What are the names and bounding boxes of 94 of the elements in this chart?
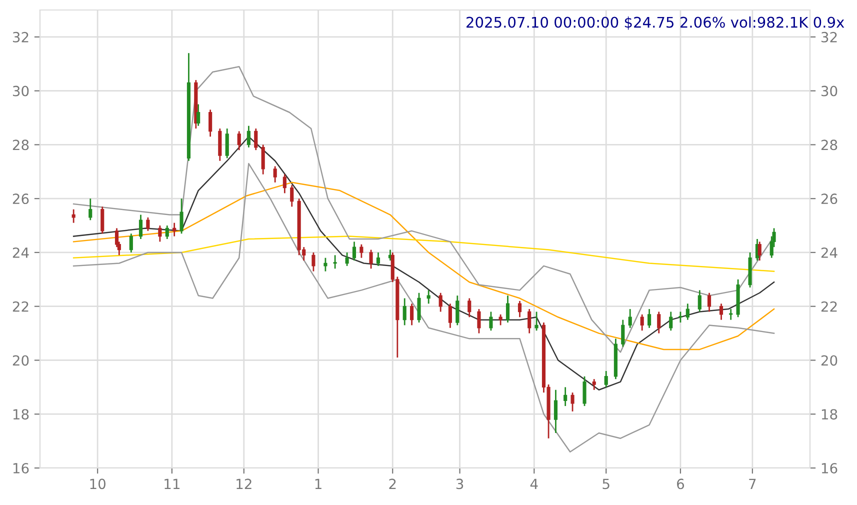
candlestick <box>165 224 169 240</box>
candlestick <box>647 308 652 329</box>
candlestick <box>345 252 349 267</box>
candlestick <box>88 198 92 221</box>
candlestick <box>456 294 460 326</box>
y2-tick-label: 16 <box>822 462 838 474</box>
y-tick-label: 22 <box>12 301 28 312</box>
candlestick <box>426 289 430 304</box>
candlestick <box>592 378 596 391</box>
candlestick <box>402 298 406 326</box>
y2-tick-label: 18 <box>822 409 838 420</box>
x-tick-label: 7 <box>749 478 756 489</box>
candlestick <box>208 108 212 138</box>
candlestick <box>678 311 682 324</box>
candlestick <box>129 232 133 254</box>
candlestick <box>477 308 481 334</box>
candlestick <box>360 244 364 259</box>
candlestick <box>719 302 724 321</box>
y2-tick-label: 20 <box>821 355 838 366</box>
candlestick <box>570 392 574 412</box>
candlestick <box>640 314 644 332</box>
candlestick <box>698 289 702 312</box>
y2-tick-label: 24 <box>821 247 838 258</box>
candlestick <box>417 292 421 324</box>
candlestick <box>324 257 328 272</box>
candlestick <box>225 128 229 159</box>
candlestick <box>254 128 258 151</box>
candlestick <box>376 252 380 267</box>
candlestick <box>707 292 712 312</box>
candlestick <box>564 386 568 407</box>
x-tick-label: 2 <box>389 478 396 489</box>
line-series <box>72 236 775 272</box>
x-tick-label: 4 <box>530 478 538 489</box>
x-tick-label: 11 <box>164 478 180 489</box>
y-tick-label: 26 <box>12 194 29 204</box>
candlestick <box>146 216 150 232</box>
candlestick <box>196 104 200 127</box>
x-tick-label: 6 <box>677 478 684 490</box>
candlestick <box>554 389 558 434</box>
y-tick-label: 24 <box>12 247 29 258</box>
x-tick-label: 10 <box>90 478 106 490</box>
candlestick <box>628 308 632 329</box>
candlestick <box>261 144 265 176</box>
line-series <box>72 182 775 350</box>
candlestick <box>246 125 250 148</box>
y-tick-label: 18 <box>13 409 29 420</box>
x-tick-label: 5 <box>602 478 610 490</box>
candlestick <box>528 308 532 334</box>
candlestick <box>506 294 510 324</box>
candlestick <box>72 208 76 224</box>
candlestick <box>352 241 356 262</box>
candlestick <box>729 308 733 321</box>
chart-title: 2025.07.10 00:00:00 $24.75 2.06% vol:982.1K 0.9x <box>466 16 844 30</box>
x-tick-label: 3 <box>456 478 464 490</box>
y-tick-label: 28 <box>12 140 29 150</box>
candlestick <box>100 206 104 234</box>
candlestick <box>290 184 294 208</box>
line-series <box>72 162 775 452</box>
candlestick <box>369 249 373 270</box>
candlestick <box>758 241 762 262</box>
candlestick <box>498 314 502 326</box>
y-tick-label: 30 <box>12 86 29 96</box>
candlestick <box>604 370 608 388</box>
y2-tick-label: 28 <box>821 140 838 150</box>
y-tick-label: 16 <box>13 462 29 474</box>
candlestick <box>410 302 414 326</box>
candlestick <box>686 302 690 321</box>
candlestick <box>438 292 442 312</box>
candlestick <box>312 252 316 272</box>
candlestick <box>489 311 493 332</box>
candlestick <box>282 174 286 194</box>
x-tick-label: 12 <box>236 478 252 489</box>
y2-tick-label: 26 <box>821 194 838 204</box>
candlestick <box>534 311 538 332</box>
candlestick <box>582 376 586 407</box>
candlestick <box>180 198 184 234</box>
candlestick <box>172 222 176 237</box>
y2-tick-label: 32 <box>821 32 837 42</box>
y2-tick-label: 30 <box>821 86 838 96</box>
candlestick <box>621 319 625 348</box>
candlestick <box>669 311 673 332</box>
y-tick-label: 32 <box>12 32 28 42</box>
candlestick <box>138 214 143 240</box>
x-tick-label: 1 <box>315 478 322 489</box>
y-tick-label: 20 <box>12 355 29 366</box>
candlestick <box>158 224 162 242</box>
candlestick <box>237 130 241 151</box>
candlestick <box>657 311 661 334</box>
candlestick <box>273 166 277 184</box>
candlestick <box>333 254 337 270</box>
candlestick <box>468 298 472 318</box>
candlestick <box>448 302 452 329</box>
candlestick <box>518 300 522 318</box>
y2-tick-label: 22 <box>821 301 837 312</box>
